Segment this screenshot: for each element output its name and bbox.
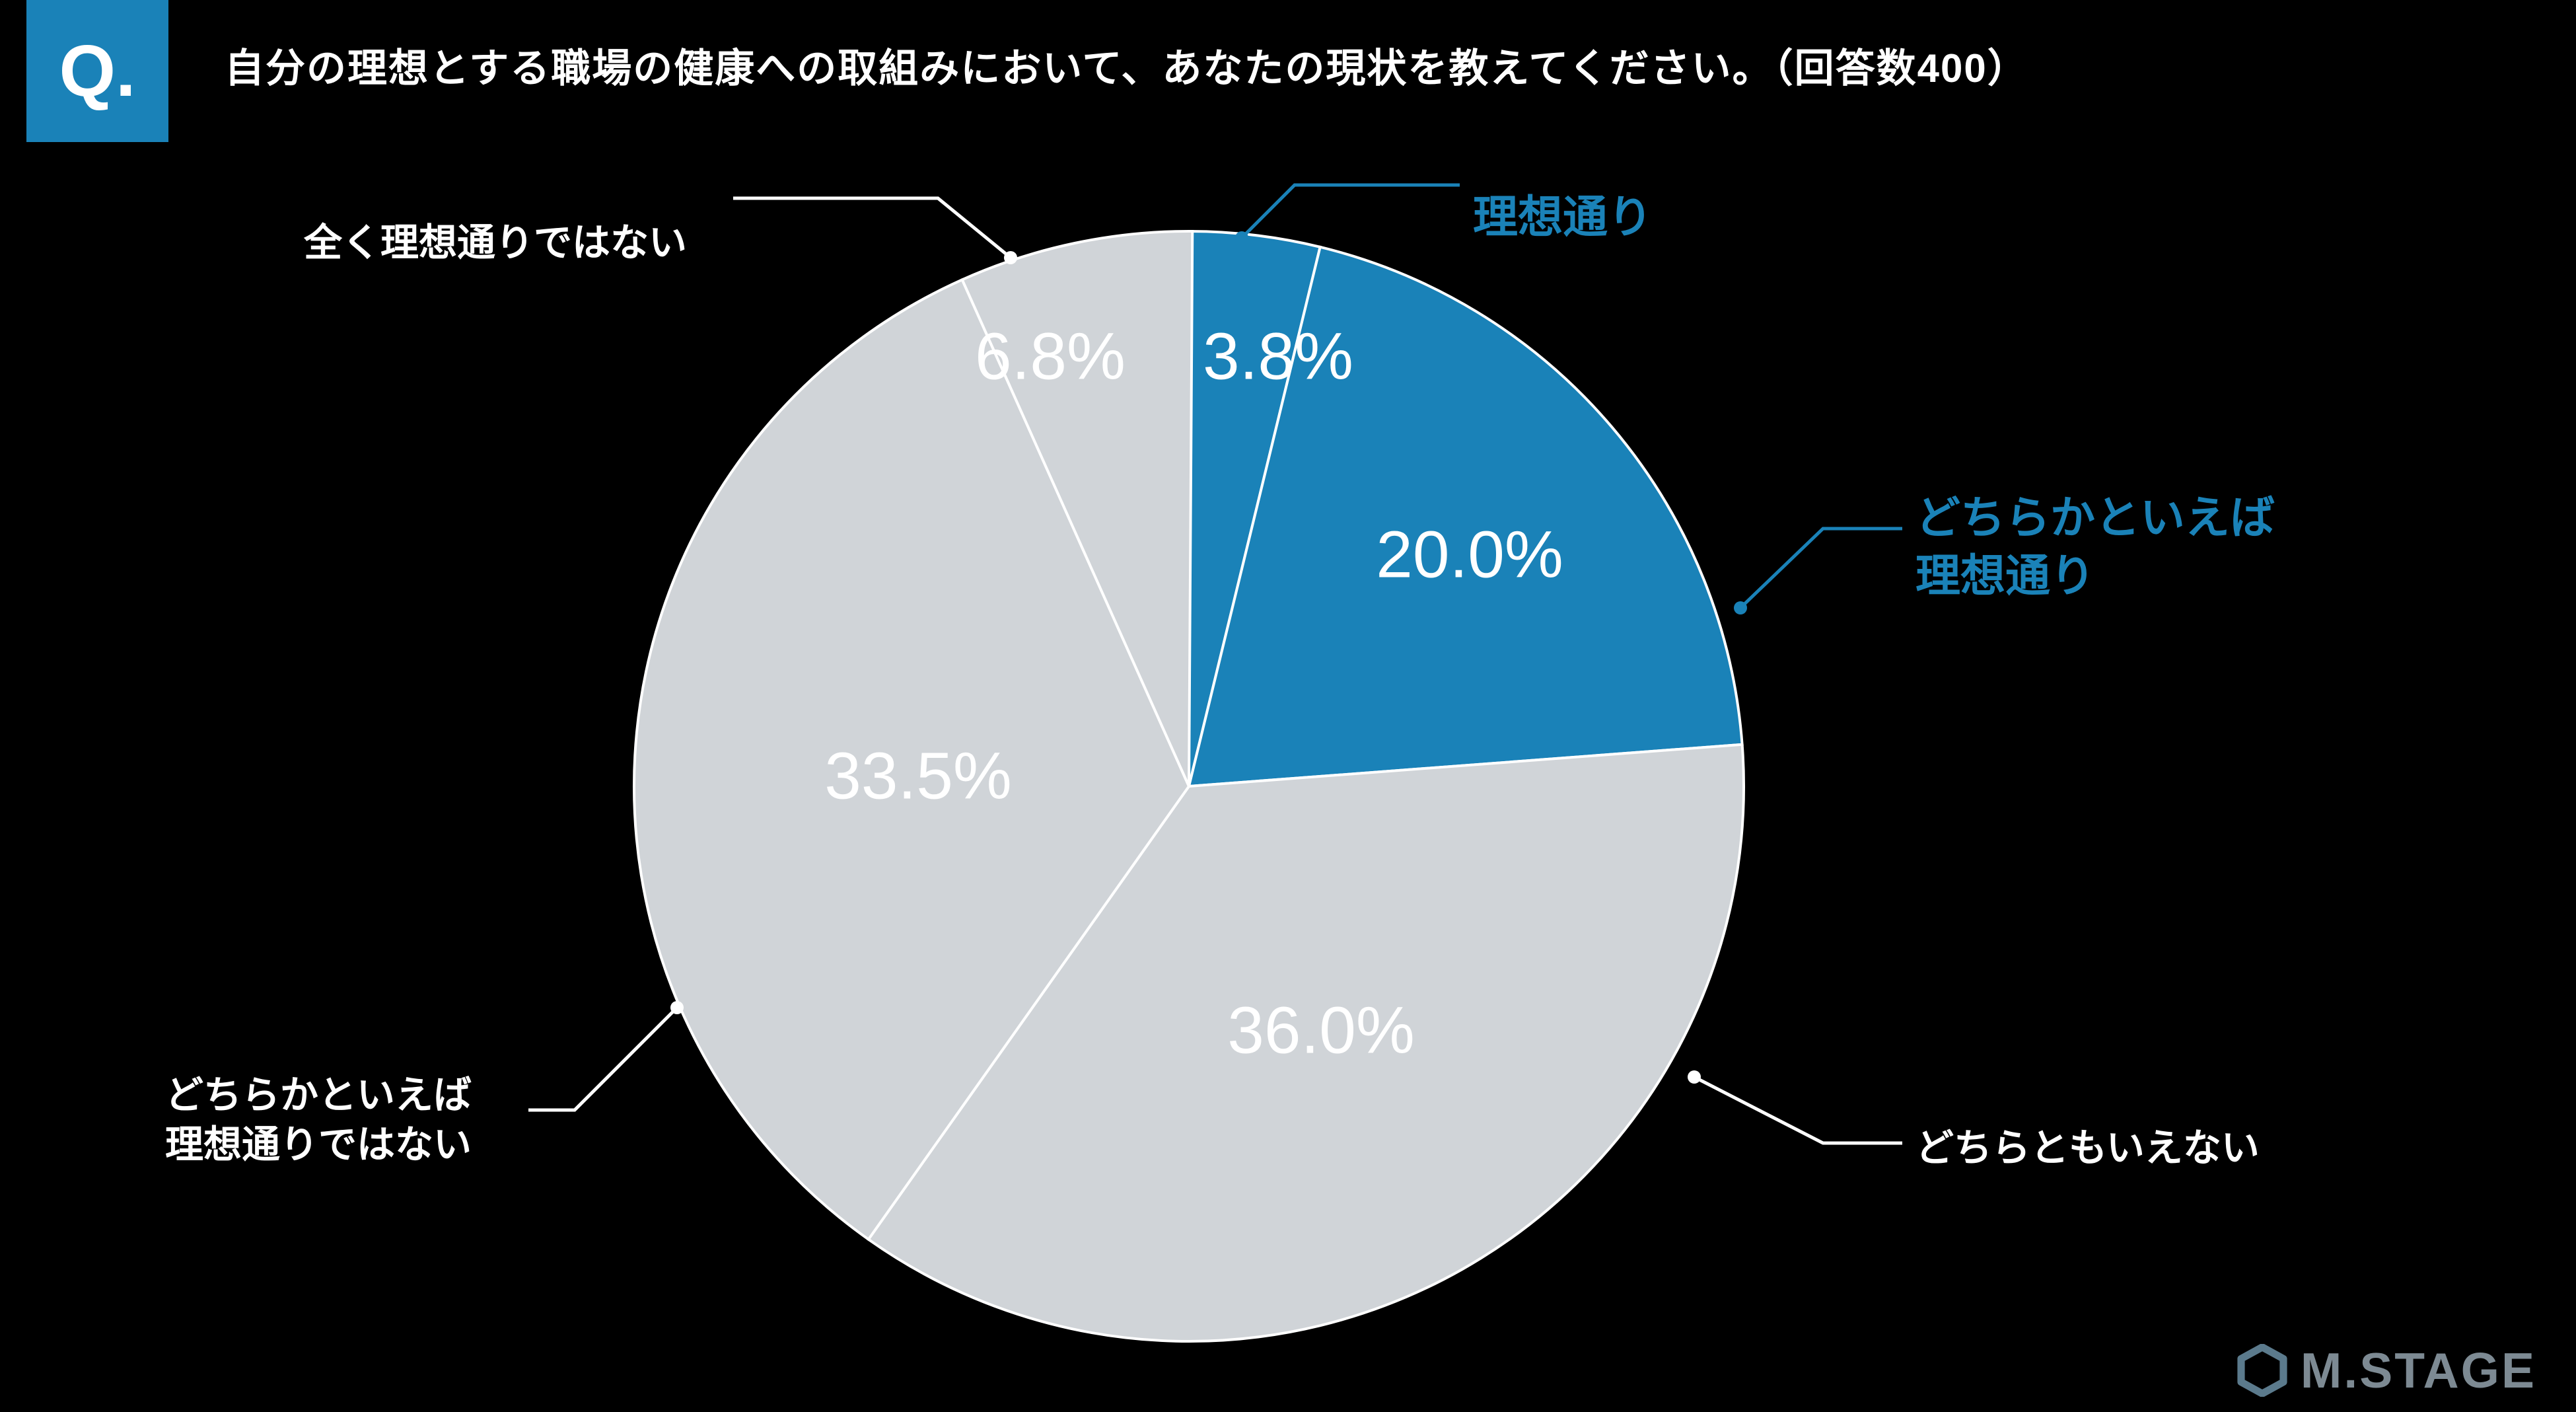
slice-percent-label: 6.8% xyxy=(975,319,1126,395)
pie-svg xyxy=(627,225,1750,1348)
question-badge: Q. xyxy=(26,0,168,142)
leader-line xyxy=(1740,529,1902,608)
slice-percent-label: 20.0% xyxy=(1376,517,1563,593)
slice-external-label: 全く理想通りではない xyxy=(304,218,687,268)
logo-hexagon-icon xyxy=(2236,1344,2289,1397)
slice-percent-label: 33.5% xyxy=(824,739,1012,815)
slice-external-label: どちらかといえば理想通り xyxy=(1915,489,2275,606)
slice-external-label: どちらかといえば理想通りではない xyxy=(165,1070,472,1170)
slice-external-label: どちらともいえない xyxy=(1915,1123,2260,1173)
slice-external-label: 理想通り xyxy=(1473,188,1653,246)
logo-text: M.STAGE xyxy=(2301,1342,2536,1399)
question-text: 自分の理想とする職場の健康への取組みにおいて、あなたの現状を教えてください。（回… xyxy=(225,36,2028,94)
slice-percent-label: 3.8% xyxy=(1203,319,1353,395)
pie-chart xyxy=(627,225,1750,1348)
question-badge-text: Q. xyxy=(59,29,135,113)
logo: M.STAGE xyxy=(2236,1342,2536,1399)
slice-percent-label: 36.0% xyxy=(1227,993,1415,1069)
